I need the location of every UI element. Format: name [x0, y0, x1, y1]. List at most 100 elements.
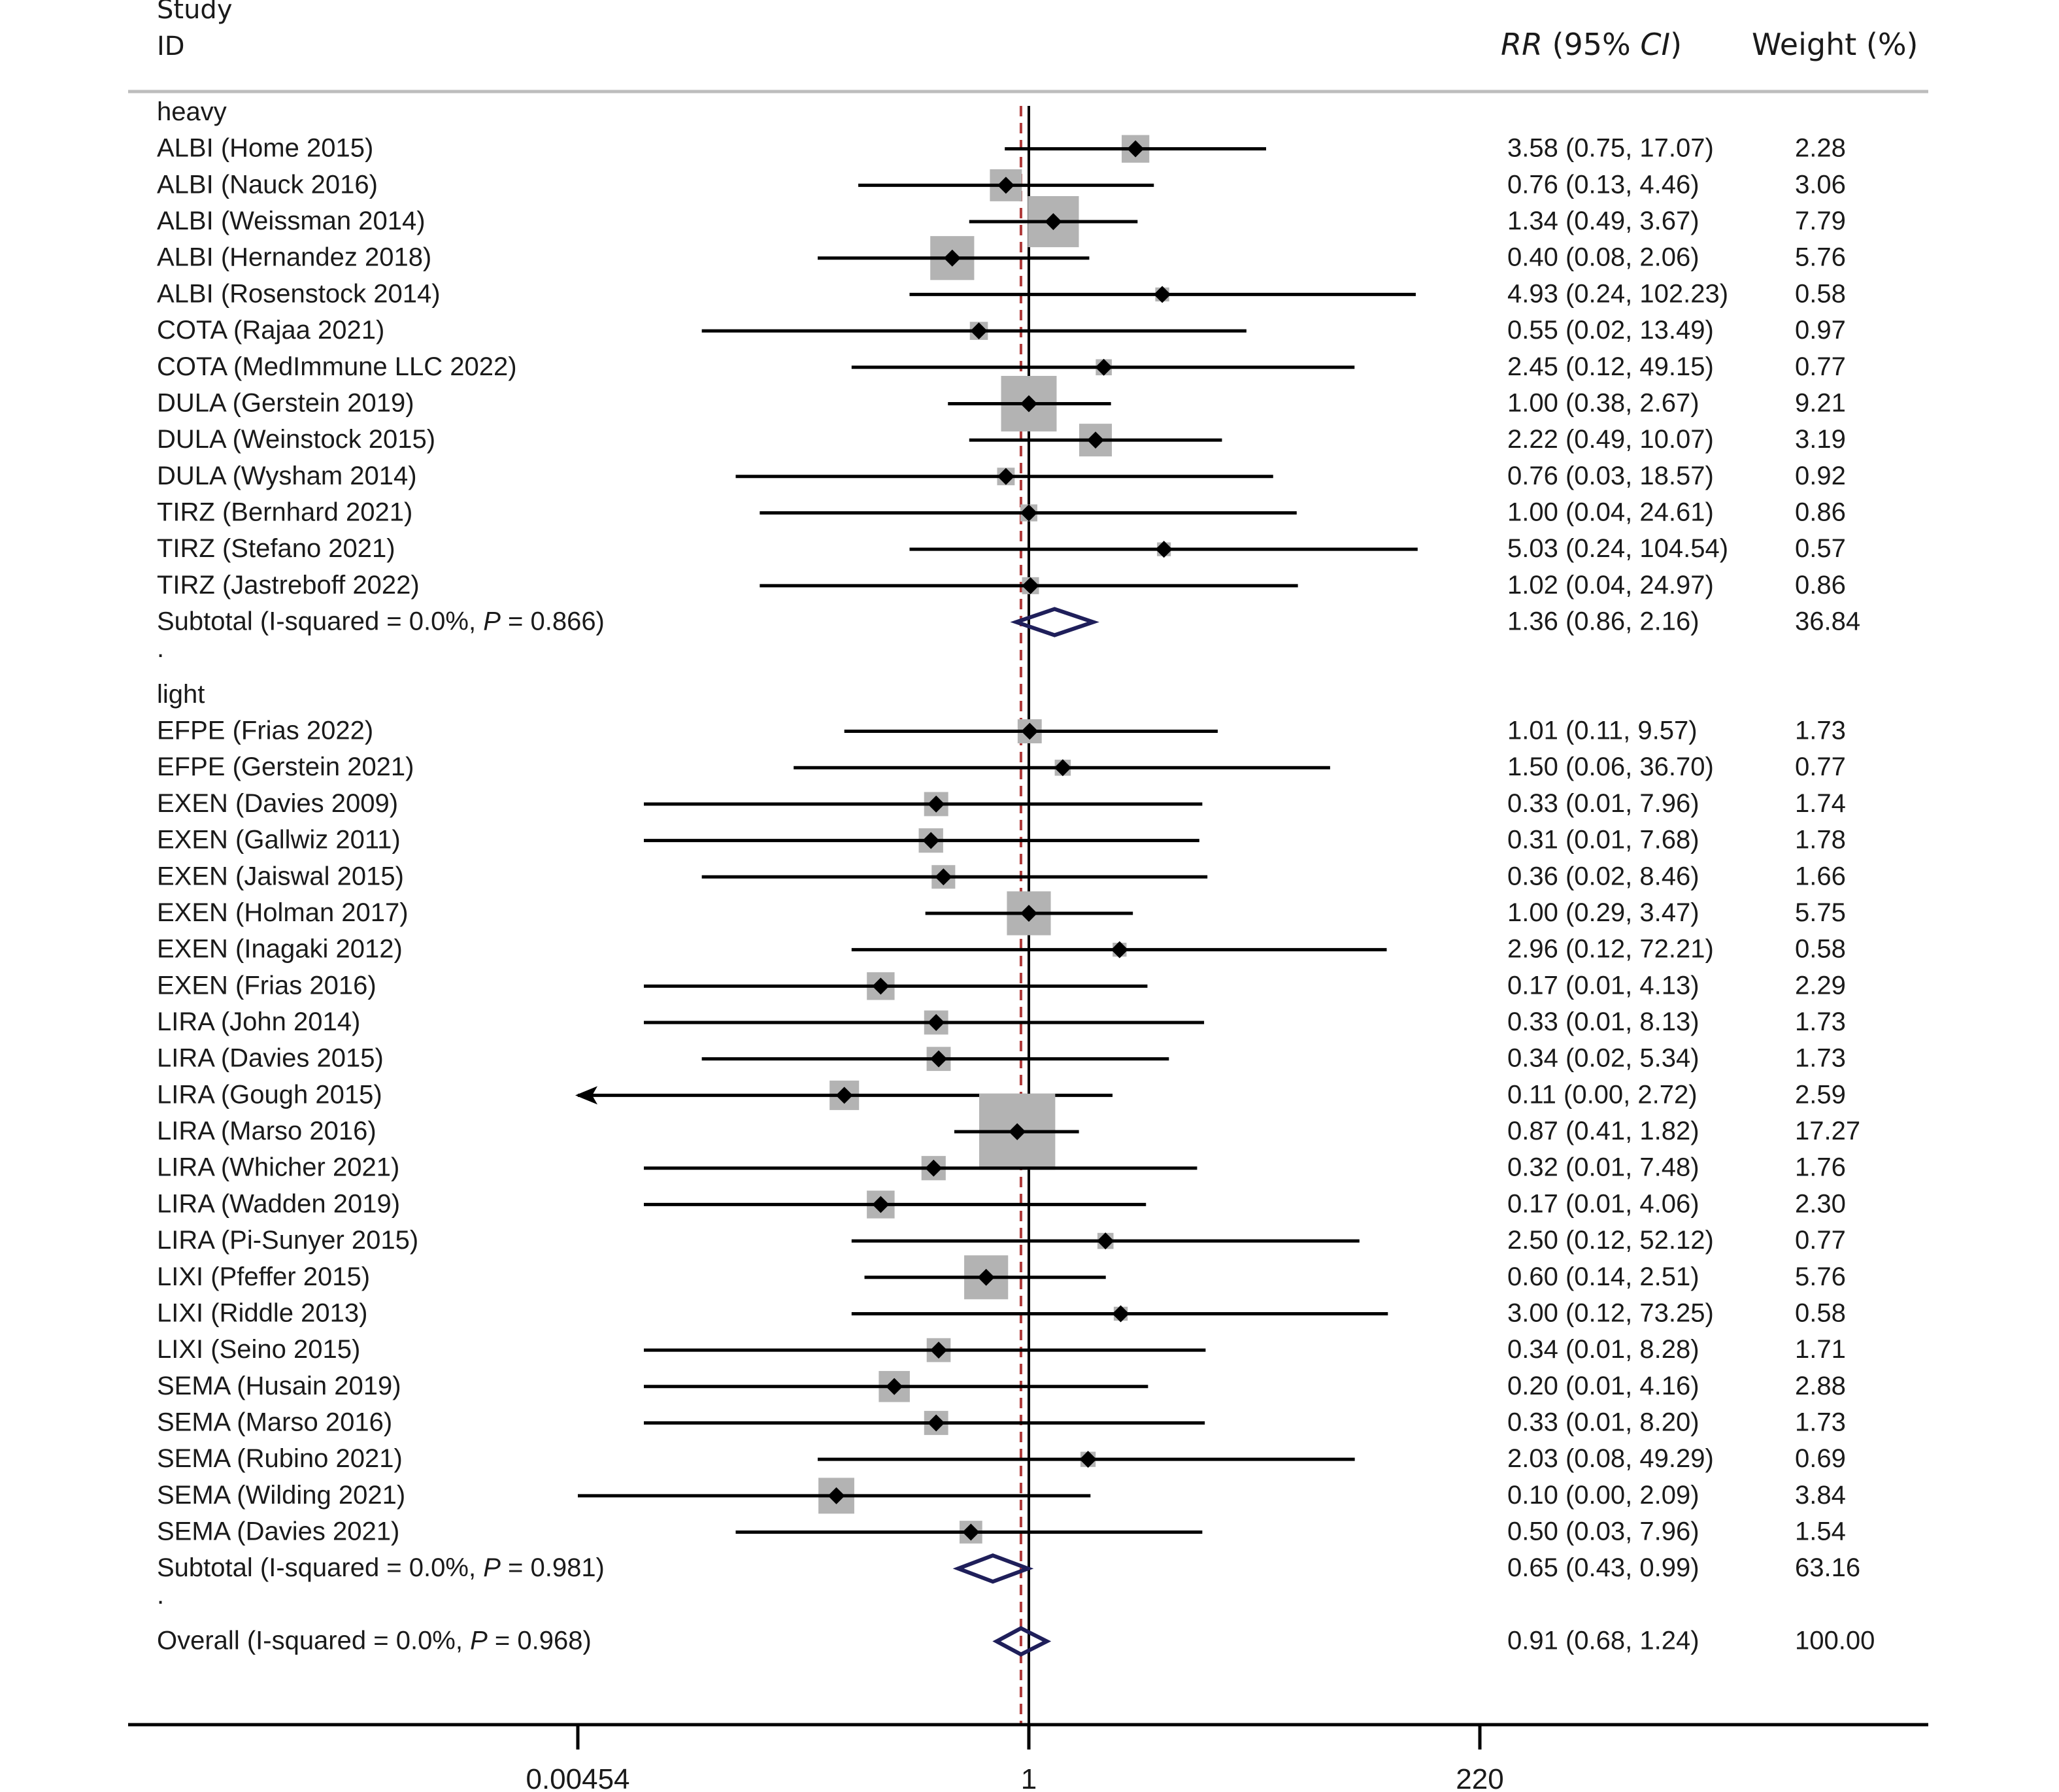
weight-value: 9.21	[1795, 388, 1846, 417]
study-label: EFPE (Frias 2022)	[157, 717, 373, 745]
study-label: LIRA (Davies 2015)	[157, 1044, 384, 1073]
header-ci-open: (95%	[1543, 27, 1640, 62]
x-tick-label: 0.00454	[526, 1763, 629, 1792]
weight-value: 1.73	[1795, 1408, 1846, 1436]
rr-ci-value: 0.11 (0.00, 2.72)	[1507, 1080, 1698, 1109]
study-label: EXEN (Frias 2016)	[157, 971, 377, 1000]
weight-value: 2.88	[1795, 1372, 1846, 1400]
study-row: SEMA (Rubino 2021) 2.03 (0.08, 49.29) 0.69	[157, 1444, 1846, 1473]
point-estimate	[1022, 577, 1039, 594]
rr-ci-value: 2.96 (0.12, 72.21)	[1507, 935, 1714, 964]
point-estimate	[872, 977, 890, 995]
study-label: COTA (MedImmune LLC 2022)	[157, 352, 517, 381]
weight-value: 0.92	[1795, 462, 1846, 490]
point-estimate	[1054, 759, 1071, 777]
weight-value: 0.58	[1795, 935, 1846, 964]
study-row: LIXI (Riddle 2013) 3.00 (0.12, 73.25) 0.58	[157, 1298, 1846, 1327]
rr-ci-value: 1.02 (0.04, 24.97)	[1507, 571, 1714, 600]
header-weight: Weight (%)	[1752, 27, 1918, 62]
study-label: EXEN (Holman 2017)	[157, 898, 409, 927]
rr-ci-value: 0.33 (0.01, 8.13)	[1507, 1007, 1699, 1036]
study-row: LIXI (Seino 2015) 0.34 (0.01, 8.28) 1.71	[157, 1335, 1846, 1364]
subtotal-label: Subtotal (I-squared = 0.0%, P = 0.981)	[157, 1553, 605, 1582]
header-rr: RR	[1501, 27, 1543, 62]
study-row: LIRA (John 2014) 0.33 (0.01, 8.13) 1.73	[157, 1007, 1846, 1036]
study-row: EXEN (Gallwiz 2011) 0.31 (0.01, 7.68) 1.78	[157, 826, 1846, 854]
weight-value: 1.73	[1795, 1007, 1846, 1036]
study-row: ALBI (Home 2015) 3.58 (0.75, 17.07) 2.28	[157, 134, 1846, 163]
weight-value: 0.97	[1795, 316, 1846, 345]
study-row: SEMA (Husain 2019) 0.20 (0.01, 4.16) 2.88	[157, 1371, 1846, 1402]
point-estimate	[828, 1487, 845, 1504]
study-label: ALBI (Nauck 2016)	[157, 170, 378, 199]
rr-ci-value: 1.00 (0.04, 24.61)	[1507, 498, 1714, 526]
point-estimate	[872, 1196, 890, 1213]
study-label: EXEN (Jaiswal 2015)	[157, 862, 404, 890]
rr-ci-value: 0.36 (0.02, 8.46)	[1507, 862, 1699, 890]
sep-row: .	[157, 1581, 164, 1610]
point-estimate	[930, 1342, 948, 1359]
rr-ci-value: 2.22 (0.49, 10.07)	[1507, 425, 1714, 454]
study-row: COTA (MedImmune LLC 2022) 2.45 (0.12, 49.…	[157, 352, 1846, 381]
study-row: LIRA (Gough 2015) 0.11 (0.00, 2.72) 2.59	[157, 1080, 1846, 1110]
weight-value: 0.86	[1795, 498, 1846, 526]
weight-value: 7.79	[1795, 207, 1846, 235]
study-row: LIRA (Whicher 2021) 0.32 (0.01, 7.48) 1.76	[157, 1153, 1846, 1182]
study-label: EXEN (Inagaki 2012)	[157, 935, 403, 964]
overall-row: Overall (I-squared = 0.0%, P = 0.968) 0.9…	[157, 1626, 1875, 1657]
table-header: Study ID RR (95% CI) Weight (%)	[157, 0, 1918, 62]
study-row: ALBI (Rosenstock 2014) 4.93 (0.24, 102.23…	[157, 279, 1846, 308]
point-estimate	[925, 1159, 943, 1177]
weight-value: 3.84	[1795, 1481, 1846, 1510]
weight-value: 63.16	[1795, 1553, 1860, 1582]
rr-ci-value: 1.00 (0.38, 2.67)	[1507, 388, 1699, 417]
study-row: LIRA (Pi-Sunyer 2015) 2.50 (0.12, 52.12) 0…	[157, 1226, 1846, 1255]
point-estimate	[1020, 504, 1037, 522]
pooled-diamond	[952, 1553, 1034, 1584]
rr-ci-value: 2.45 (0.12, 49.15)	[1507, 352, 1714, 381]
study-label: LIRA (Marso 2016)	[157, 1117, 377, 1145]
group-row: heavy	[157, 97, 227, 126]
rr-ci-value: 0.32 (0.01, 7.48)	[1507, 1153, 1699, 1182]
rr-ci-value: 0.40 (0.08, 2.06)	[1507, 243, 1699, 272]
study-label: EFPE (Gerstein 2021)	[157, 752, 414, 781]
study-label: TIRZ (Stefano 2021)	[157, 534, 395, 563]
study-row: EXEN (Jaiswal 2015) 0.36 (0.02, 8.46) 1.66	[157, 862, 1846, 890]
study-row: SEMA (Marso 2016) 0.33 (0.01, 8.20) 1.73	[157, 1408, 1846, 1436]
study-label: EXEN (Gallwiz 2011)	[157, 826, 401, 854]
study-row: SEMA (Wilding 2021) 0.10 (0.00, 2.09) 3.84	[157, 1478, 1846, 1514]
study-row: DULA (Gerstein 2019) 1.00 (0.38, 2.67) 9.2…	[157, 375, 1846, 431]
rr-ci-value: 1.36 (0.86, 2.16)	[1507, 607, 1699, 636]
point-estimate	[1111, 941, 1128, 958]
weight-value: 0.77	[1795, 752, 1846, 781]
study-label: ALBI (Rosenstock 2014)	[157, 279, 441, 308]
weight-value: 0.58	[1795, 279, 1846, 308]
rr-ci-value: 1.01 (0.11, 9.57)	[1507, 717, 1698, 745]
point-estimate	[928, 795, 945, 813]
rr-ci-value: 0.60 (0.14, 2.51)	[1507, 1262, 1699, 1291]
study-row: LIRA (Davies 2015) 0.34 (0.02, 5.34) 1.73	[157, 1044, 1846, 1073]
study-row: EXEN (Holman 2017) 1.00 (0.29, 3.47) 5.75	[157, 891, 1846, 936]
weight-value: 0.86	[1795, 571, 1846, 600]
x-tick-label: 220	[1456, 1763, 1503, 1792]
point-estimate	[1155, 541, 1173, 558]
study-label: EXEN (Davies 2009)	[157, 789, 398, 818]
rows: heavy ALBI (Home 2015) 3.58 (0.75, 17.07) 2…	[157, 97, 1875, 1725]
study-row: ALBI (Hernandez 2018) 0.40 (0.08, 2.06) 5.…	[157, 236, 1846, 280]
weight-value: 2.28	[1795, 134, 1846, 163]
header-id: ID	[157, 31, 185, 61]
study-row: ALBI (Weissman 2014) 1.34 (0.49, 3.67) 7.7…	[157, 195, 1846, 248]
point-estimate	[1020, 904, 1037, 922]
study-label: SEMA (Davies 2021)	[157, 1517, 399, 1546]
rr-ci-value: 0.17 (0.01, 4.06)	[1507, 1189, 1699, 1218]
study-row: EXEN (Davies 2009) 0.33 (0.01, 7.96) 1.74	[157, 789, 1846, 818]
rr-ci-value: 0.31 (0.01, 7.68)	[1507, 826, 1699, 854]
weight-value: 0.57	[1795, 534, 1846, 563]
point-estimate	[1154, 286, 1171, 303]
separator-dot: .	[157, 1581, 164, 1610]
rr-ci-value: 0.20 (0.01, 4.16)	[1507, 1372, 1699, 1400]
study-row: DULA (Weinstock 2015) 2.22 (0.49, 10.07) 3…	[157, 424, 1846, 457]
rr-ci-value: 3.00 (0.12, 73.25)	[1507, 1298, 1714, 1327]
group-label: heavy	[157, 97, 227, 126]
